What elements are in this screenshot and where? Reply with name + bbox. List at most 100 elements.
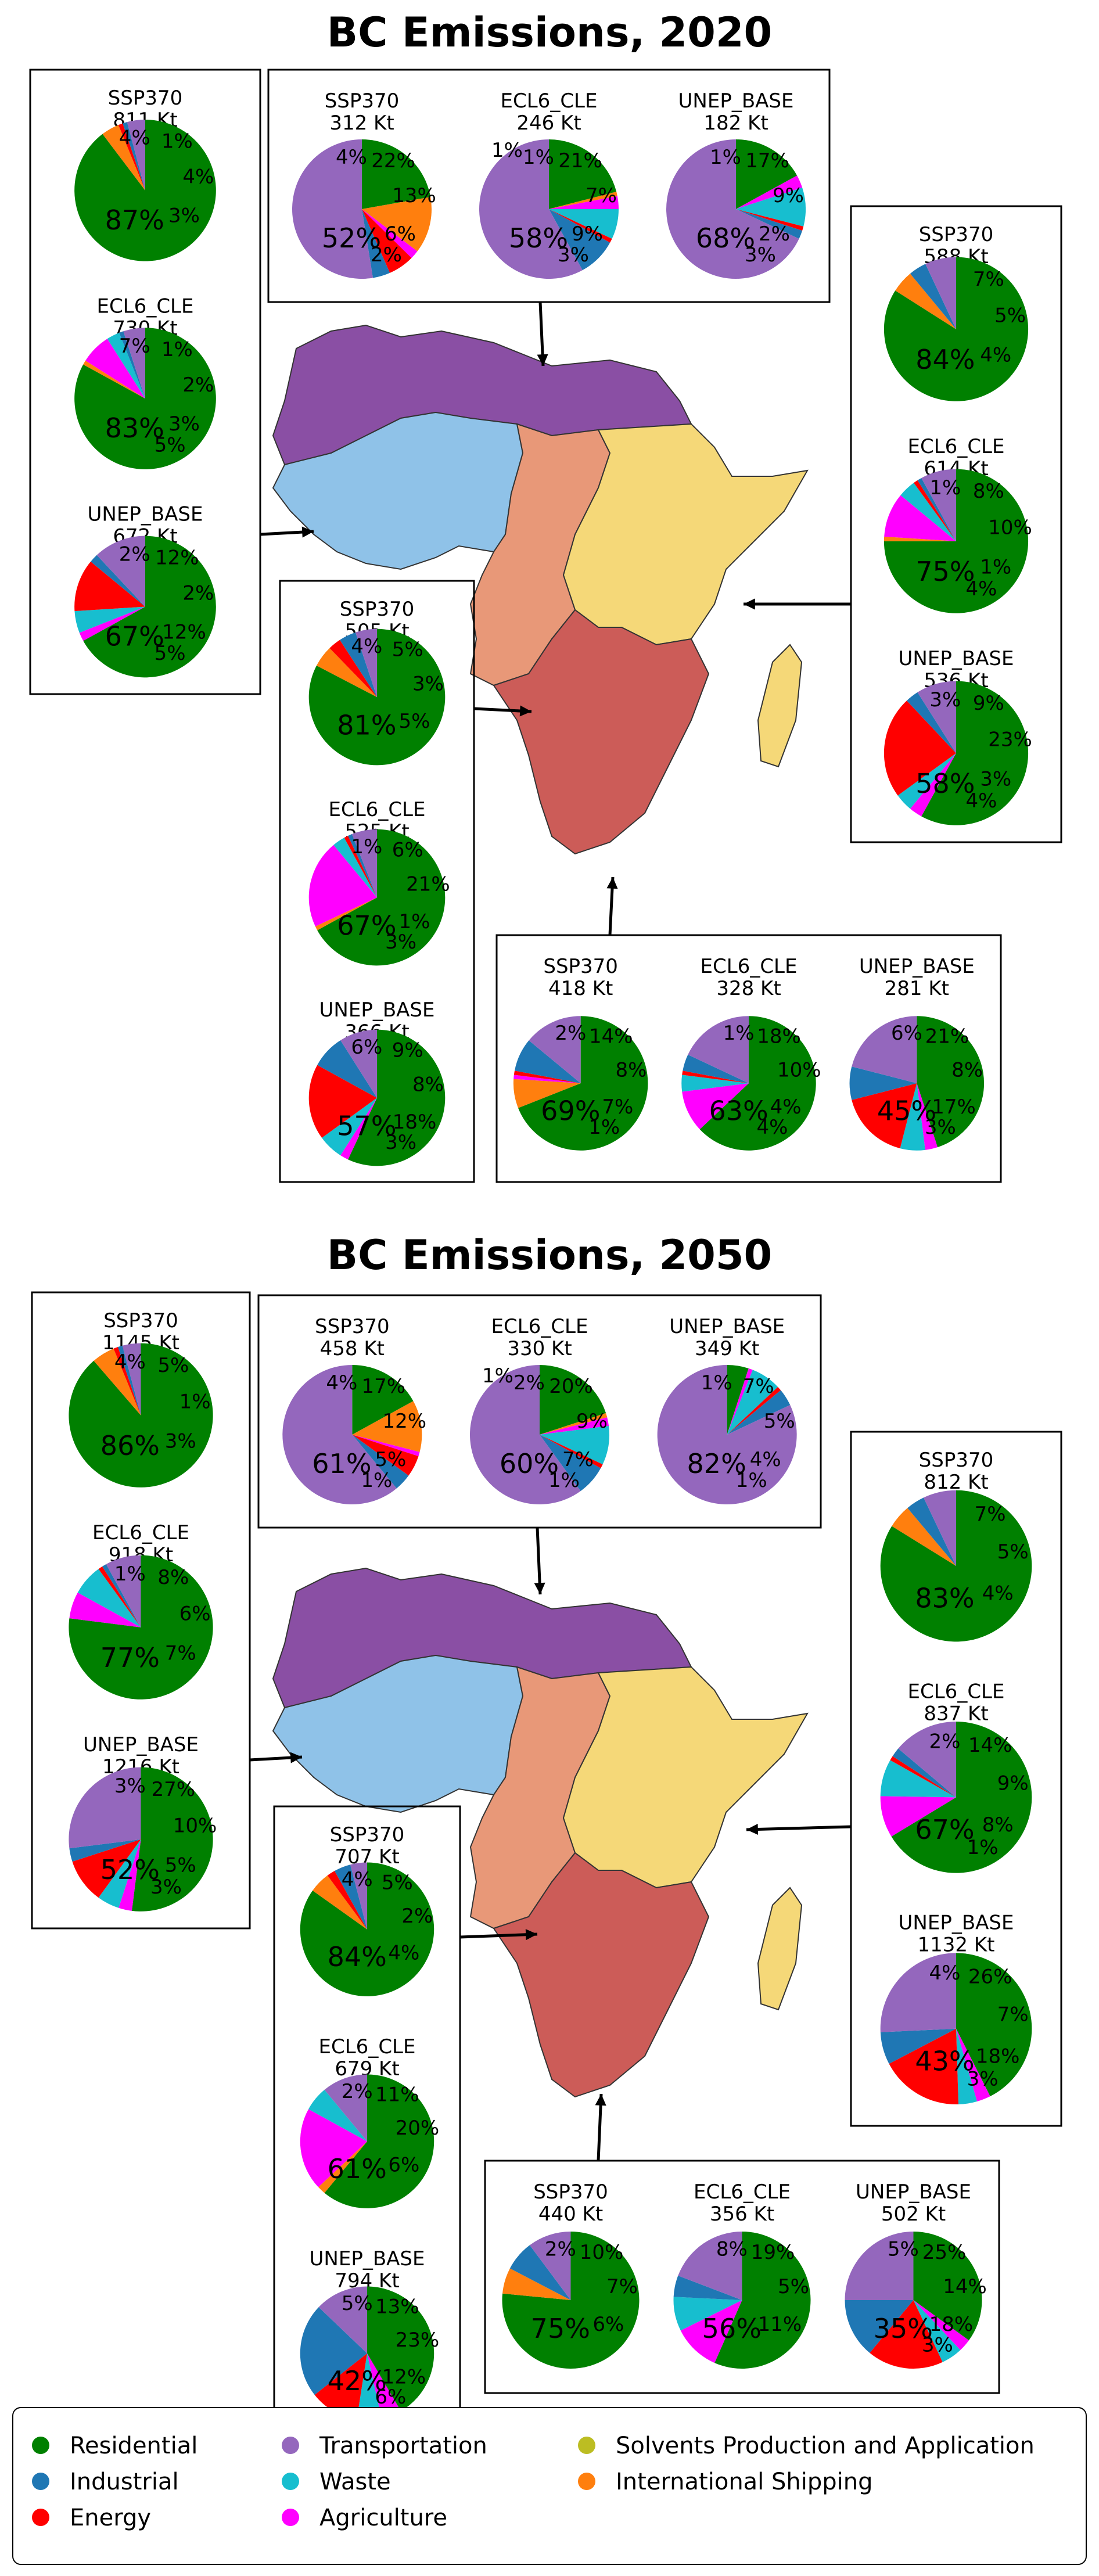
pie-main-label: 58% — [509, 222, 568, 254]
pie-label: 5% — [165, 1854, 196, 1877]
africa-map — [272, 324, 809, 855]
slice-transportation — [282, 1365, 397, 1504]
pie-main-label: 52% — [322, 222, 381, 254]
slice-waste — [956, 2028, 978, 2104]
pie-label: 23% — [396, 2329, 440, 2352]
slice-residential — [324, 2074, 434, 2208]
pie-total: 349 Kt — [695, 1337, 759, 1360]
slice-shipping — [315, 897, 377, 930]
pie-label: 5% — [764, 1410, 795, 1433]
pie-scenario: SSP370 — [315, 1315, 390, 1338]
pie-total: 281 Kt — [885, 977, 949, 1000]
pie-label: 17% — [362, 1375, 406, 1398]
pie-unep_base: 58%9%23%3%3%4% — [883, 681, 1032, 825]
slice-residential — [300, 1862, 434, 1996]
pie-label: 12% — [155, 546, 199, 569]
slice-industrial — [334, 1864, 367, 1930]
slice-agriculture — [682, 1083, 749, 1130]
madagascar — [757, 1887, 803, 2011]
slice-transportation — [351, 829, 377, 898]
slice-shipping — [549, 192, 617, 209]
pie-label: 3% — [165, 1430, 196, 1453]
pie-label: 12% — [382, 2366, 426, 2389]
pie-label: 1% — [588, 1116, 620, 1139]
slice-waste — [880, 1760, 956, 1798]
pie-label: 4% — [114, 1350, 146, 1374]
pie-label: 1% — [523, 146, 554, 169]
legend-marker — [32, 2509, 49, 2526]
arrow-head — [525, 1929, 537, 1941]
slice-industrial — [340, 632, 377, 698]
pie-label: 8% — [716, 2237, 748, 2261]
slice-transportation — [292, 139, 373, 279]
slice-transportation — [529, 2232, 571, 2300]
pie-total: 812 Kt — [924, 1471, 988, 1494]
arrow-head — [595, 2094, 606, 2106]
pie-label: 6% — [385, 222, 416, 246]
pie-label: 9% — [576, 1410, 608, 1433]
pie-label: 1% — [967, 1836, 999, 1859]
pie-label: 5% — [392, 638, 423, 662]
pie-label: 4% — [982, 1582, 1014, 1605]
legend-marker — [282, 2509, 299, 2526]
slice-transportation — [122, 1343, 141, 1415]
pie-label: 3% — [168, 204, 200, 228]
slice-industrial — [907, 1497, 956, 1567]
slice-energy — [327, 1871, 367, 1930]
pie-main-label: 86% — [100, 1430, 160, 1461]
map-region-east-africa — [562, 423, 809, 646]
pie-main-label: 75% — [915, 556, 975, 587]
slice-waste — [673, 2297, 742, 2331]
pie-label: 5% — [155, 642, 186, 665]
slice-residential — [317, 829, 446, 966]
pie-label: 12% — [162, 620, 206, 644]
slice-energy — [329, 639, 377, 698]
pie-label: 6% — [351, 1036, 382, 1059]
slice-industrial — [119, 331, 145, 399]
slice-agriculture — [69, 1592, 141, 1627]
pie-label: 9% — [773, 184, 804, 207]
pie-total: 356 Kt — [710, 2203, 774, 2226]
slice-waste — [913, 2300, 961, 2362]
pie-main-label: 58% — [915, 768, 975, 799]
slice-residential — [891, 1722, 1032, 1873]
slice-industrial — [917, 477, 956, 541]
slice-industrial — [907, 692, 956, 753]
pie-total: 440 Kt — [538, 2203, 603, 2226]
slice-residential — [921, 681, 1029, 825]
legend-entry-transportation: Transportation — [282, 2433, 487, 2459]
arrow-head — [534, 1582, 545, 1594]
pie-ssp370: 86% 5% 1% 3% 4% — [69, 1343, 213, 1488]
pie-label: 8% — [973, 480, 1004, 503]
pie-total: 1132 Kt — [918, 1934, 995, 1957]
slice-shipping — [540, 1413, 608, 1435]
pie-label: 4% — [336, 146, 367, 169]
pie-label: 3% — [385, 930, 416, 954]
slice-industrial — [317, 1040, 377, 1098]
pie-main-label: 67% — [105, 621, 164, 652]
slice-residential — [348, 1029, 446, 1166]
pie-label: 11% — [758, 2313, 802, 2336]
pie-total: 246 Kt — [516, 112, 581, 135]
slice-transportation — [470, 1365, 581, 1504]
pie-main-label: 42% — [328, 2365, 387, 2397]
slice-industrial — [509, 2245, 571, 2300]
pie-scenario: SSP370 — [543, 955, 618, 978]
pie-main-label: 56% — [702, 2313, 762, 2344]
pie-label: 4% — [757, 1116, 788, 1139]
legend-marker — [578, 2473, 595, 2490]
pie-main-label: 43% — [915, 2045, 974, 2076]
pie-main-label: 83% — [105, 412, 164, 444]
legend-label: Transportation — [319, 2433, 487, 2459]
pie-label: 5% — [997, 1540, 1029, 1564]
slice-transportation — [845, 2232, 914, 2300]
slice-transportation — [318, 2286, 367, 2354]
slice-transportation — [852, 1016, 917, 1083]
slice-waste — [897, 753, 956, 809]
